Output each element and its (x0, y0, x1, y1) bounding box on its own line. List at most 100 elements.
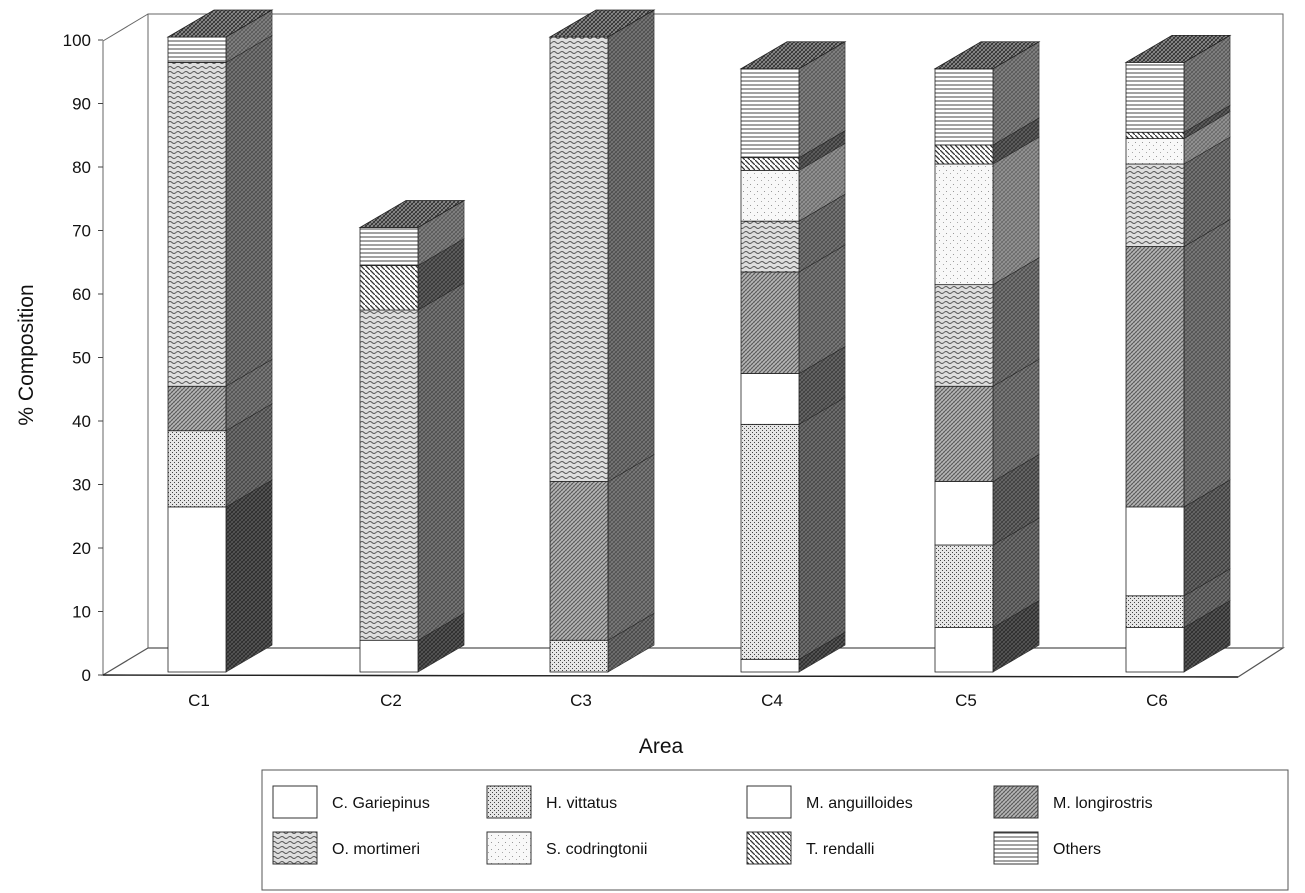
bar-segment-others (740, 68, 800, 159)
bar-segment-t-rendalli (359, 265, 419, 311)
legend: C. Gariepinus H. vittatus M. anguilloides M… (261, 769, 1289, 891)
legend-swatch (746, 831, 792, 865)
bar-segment-side-texture (799, 41, 845, 158)
bar-segment-side-texture (799, 346, 845, 425)
bar-segment-side-texture (799, 143, 845, 222)
legend-label: S. codringtonii (546, 841, 647, 858)
bar-segment-c-gariepinus (740, 658, 800, 673)
bar-segment-o-mortimeri (549, 36, 609, 482)
legend-swatch (272, 831, 318, 865)
floor (100, 647, 1286, 678)
bar-segment-side-texture (608, 613, 654, 672)
bar-segment-side-texture (993, 137, 1039, 285)
bar-segment-side-texture (1184, 568, 1230, 628)
bar-segment-m-anguilloides (934, 481, 994, 546)
y-tick-label: 0 (82, 666, 91, 685)
bar-segment-side-texture (226, 359, 272, 431)
bar-segment-m-anguilloides (1125, 506, 1185, 597)
bar-segment-c-gariepinus (934, 627, 994, 673)
bar-segment-o-mortimeri (359, 309, 419, 641)
bar-segment-side-texture (799, 397, 845, 660)
legend-swatch (993, 785, 1039, 819)
bar-segment-side-texture (418, 200, 464, 266)
x-tick-label: C2 (380, 691, 402, 710)
bar-segment-side-texture (993, 359, 1039, 482)
bar-segment-s-codringtonii (1125, 138, 1185, 165)
y-tick-label: 60 (72, 285, 91, 304)
y-tick-label: 90 (72, 95, 91, 114)
x-axis-line (102, 674, 1239, 678)
bar-segment-side-texture (1184, 137, 1230, 247)
bar-segment-side-texture (226, 403, 272, 507)
bar-segment-t-rendalli (1125, 131, 1185, 139)
bar-segment-o-mortimeri (1125, 163, 1185, 247)
y-tick-label: 30 (72, 476, 91, 495)
legend-label: C. Gariepinus (332, 795, 430, 812)
bar-segment-m-longirostris (740, 271, 800, 374)
bar-segment-side-texture (1184, 105, 1230, 139)
bar-segment-side-texture (1184, 111, 1230, 164)
bar-stack-c3 (548, 9, 656, 673)
bar-top-face (1124, 35, 1232, 63)
bar-segment-side-texture (993, 600, 1039, 672)
x-tick-label: C1 (188, 691, 210, 710)
bar-segment-side-texture (993, 257, 1039, 387)
legend-swatch (993, 831, 1039, 865)
bar-segment-side-texture (799, 244, 845, 374)
y-axis: 0 10 20 30 40 50 60 70 80 90 100 (63, 31, 103, 685)
bar-segment-others (359, 227, 419, 266)
bar-segment-side-texture (799, 130, 845, 171)
legend-swatch (486, 831, 532, 865)
bar-segment-side-texture (799, 194, 845, 272)
bar-stack-c2 (358, 199, 466, 673)
legend-swatch (486, 785, 532, 819)
bar-segment-h-vittatus (549, 639, 609, 673)
bar-top-face (166, 9, 274, 38)
bar-segment-m-longirostris (934, 385, 994, 482)
y-axis-title: % Composition (15, 284, 38, 425)
y-tick-label: 70 (72, 222, 91, 241)
bar-stack-c6 (1124, 34, 1232, 673)
x-axis: C1 C2 C3 C4 C5 C6 (188, 691, 1168, 710)
bar-segment-s-codringtonii (934, 163, 994, 286)
bar-segment-c-gariepinus (359, 639, 419, 673)
bar-segment-c-gariepinus (167, 506, 227, 673)
bar-segment-side-texture (608, 10, 654, 482)
legend-label: M. anguilloides (806, 795, 913, 812)
bar-top-face (358, 200, 466, 228)
bar-segment-m-longirostris (167, 385, 227, 432)
bar-segment-side-texture (1184, 479, 1230, 596)
bar-segment-others (934, 68, 994, 146)
bar-segment-side-texture (226, 35, 272, 387)
bar-top-face (933, 41, 1041, 70)
bar-segment-side-texture (993, 454, 1039, 545)
back-wall (147, 13, 1284, 648)
y-tick-label: 50 (72, 349, 91, 368)
bar-segment-side-texture (226, 10, 272, 63)
left-wall-top-edge (102, 13, 149, 42)
bar-segment-side-texture (799, 632, 845, 672)
bar-segment-h-vittatus (740, 423, 800, 660)
legend-swatch (272, 785, 318, 819)
x-tick-label: C5 (955, 691, 977, 710)
bar-segment-h-vittatus (934, 544, 994, 628)
bar-segment-s-codringtonii (740, 169, 800, 222)
bar-segment-side-texture (993, 117, 1039, 164)
bar-top-face (739, 41, 847, 70)
y-tick-label: 40 (72, 412, 91, 431)
bar-segment-m-anguilloides (740, 373, 800, 425)
y-tick-label: 20 (72, 539, 91, 558)
legend-label: O. mortimeri (332, 841, 420, 858)
bar-segment-side-texture (993, 41, 1039, 145)
bar-stack-c1 (166, 9, 274, 673)
x-tick-label: C4 (761, 691, 783, 710)
bar-segment-side-texture (226, 479, 272, 672)
bar-segment-side-texture (993, 518, 1039, 628)
bar-segment-t-rendalli (740, 157, 800, 171)
legend-label: T. rendalli (806, 841, 874, 858)
y-tick-label: 10 (72, 603, 91, 622)
bar-segment-side-texture (1184, 219, 1230, 507)
x-tick-label: C6 (1146, 691, 1168, 710)
bars-group (166, 9, 1232, 673)
y-tick-label: 80 (72, 158, 91, 177)
